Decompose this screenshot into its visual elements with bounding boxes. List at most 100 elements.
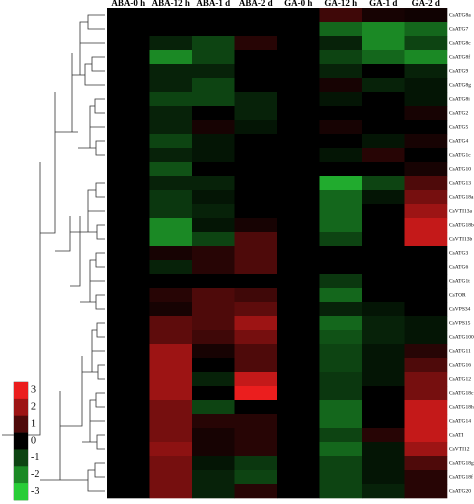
- heatmap-cell: [277, 330, 320, 345]
- row-label: CsVTI13a: [449, 208, 472, 214]
- heatmap-cell: [404, 428, 448, 443]
- heatmap-cell: [192, 148, 235, 163]
- heatmap-cell: [192, 302, 235, 317]
- colorbar-label: 0: [31, 435, 36, 446]
- heatmap-cell: [192, 400, 235, 415]
- heatmap-cell: [319, 36, 363, 51]
- heatmap-cell: [107, 428, 150, 443]
- heatmap-cell: [234, 344, 278, 359]
- heatmap-cell: [107, 470, 150, 485]
- colorbar-swatch: [14, 483, 28, 501]
- row-label: CsATG4: [449, 138, 469, 144]
- heatmap-cell: [107, 78, 150, 93]
- heatmap-cell: [277, 8, 320, 23]
- row-label: CsVTI13b: [449, 236, 472, 242]
- heatmap-cell: [362, 428, 405, 443]
- row-label: CsATG8c: [449, 40, 471, 46]
- heatmap-cell: [319, 288, 363, 303]
- row-label: CsATG5: [449, 124, 469, 130]
- heatmap-cell: [149, 176, 193, 191]
- heatmap-cell: [277, 372, 320, 387]
- heatmap-cell: [192, 386, 235, 401]
- column-label: ABA-2 d: [239, 0, 273, 8]
- column-label: ABA-0 h: [111, 0, 145, 8]
- heatmap-cell: [234, 386, 278, 401]
- heatmap-cell: [277, 64, 320, 79]
- heatmap-cell: [362, 8, 405, 23]
- heatmap-cell: [404, 106, 448, 121]
- heatmap-cell: [277, 162, 320, 177]
- heatmap-cell: [149, 316, 193, 331]
- row-label: CsTOR: [449, 292, 466, 298]
- heatmap-cell: [149, 218, 193, 233]
- heatmap-cell: [149, 134, 193, 149]
- heatmap-cell: [234, 78, 278, 93]
- heatmap-cell: [149, 456, 193, 471]
- row-label: CsATG1t: [449, 278, 470, 284]
- heatmap-cell: [192, 260, 235, 275]
- heatmap-cell: [404, 372, 448, 387]
- heatmap-cell: [149, 400, 193, 415]
- heatmap-cell: [234, 204, 278, 219]
- heatmap-cell: [234, 92, 278, 107]
- heatmap-cell: [107, 288, 150, 303]
- heatmap-cell: [192, 274, 235, 289]
- heatmap-cell: [277, 246, 320, 261]
- heatmap-cell: [149, 22, 193, 37]
- heatmap-cell: [149, 232, 193, 247]
- heatmap-cell: [404, 78, 448, 93]
- heatmap-cell: [234, 106, 278, 121]
- heatmap-cell: [149, 344, 193, 359]
- heatmap-cell: [192, 8, 235, 23]
- heatmap-cell: [404, 190, 448, 205]
- heatmap-cell: [404, 456, 448, 471]
- heatmap-cell: [404, 442, 448, 457]
- heatmap-cell: [277, 456, 320, 471]
- heatmap-cell: [107, 232, 150, 247]
- heatmap-cell: [149, 246, 193, 261]
- heatmap-cell: [404, 64, 448, 79]
- heatmap-cell: [404, 386, 448, 401]
- heatmap-cell: [319, 8, 363, 23]
- heatmap-cell: [277, 414, 320, 429]
- heatmap-cell: [362, 386, 405, 401]
- heatmap-cell: [149, 78, 193, 93]
- heatmap-cell: [234, 50, 278, 65]
- heatmap-cell: [319, 120, 363, 135]
- heatmap-cell: [192, 176, 235, 191]
- heatmap-cell: [149, 386, 193, 401]
- heatmap-cell: [149, 428, 193, 443]
- row-label: CsATG18g: [449, 460, 474, 466]
- heatmap-cell: [234, 218, 278, 233]
- row-label: CsATG6: [449, 264, 469, 270]
- heatmap-cell: [277, 204, 320, 219]
- row-label: CsATG2: [449, 110, 469, 116]
- heatmap-cell: [319, 22, 363, 37]
- heatmap-cell: [362, 316, 405, 331]
- heatmap-cell: [234, 190, 278, 205]
- heatmap-cell: [192, 120, 235, 135]
- colorbar-swatch: [14, 382, 28, 400]
- heatmap-cell: [319, 414, 363, 429]
- heatmap-cell: [362, 190, 405, 205]
- heatmap-cell: [107, 246, 150, 261]
- heatmap-cell: [234, 120, 278, 135]
- heatmap-cell: [277, 134, 320, 149]
- heatmap-cell: [234, 372, 278, 387]
- heatmap-cell: [277, 78, 320, 93]
- heatmap-cell: [149, 358, 193, 373]
- heatmap-cell: [192, 414, 235, 429]
- heatmap-cell: [277, 232, 320, 247]
- heatmap-cell: [404, 204, 448, 219]
- heatmap-cell: [192, 442, 235, 457]
- heatmap-cell: [192, 372, 235, 387]
- heatmap-cell: [107, 92, 150, 107]
- heatmap-cell: [362, 288, 405, 303]
- row-label: CsVTI12: [449, 446, 470, 452]
- heatmap-cell: [149, 36, 193, 51]
- heatmap-cell: [404, 148, 448, 163]
- heatmap-cell: [404, 22, 448, 37]
- heatmap-cell: [362, 120, 405, 135]
- colorbar-swatch: [14, 449, 28, 467]
- heatmap-cell: [404, 274, 448, 289]
